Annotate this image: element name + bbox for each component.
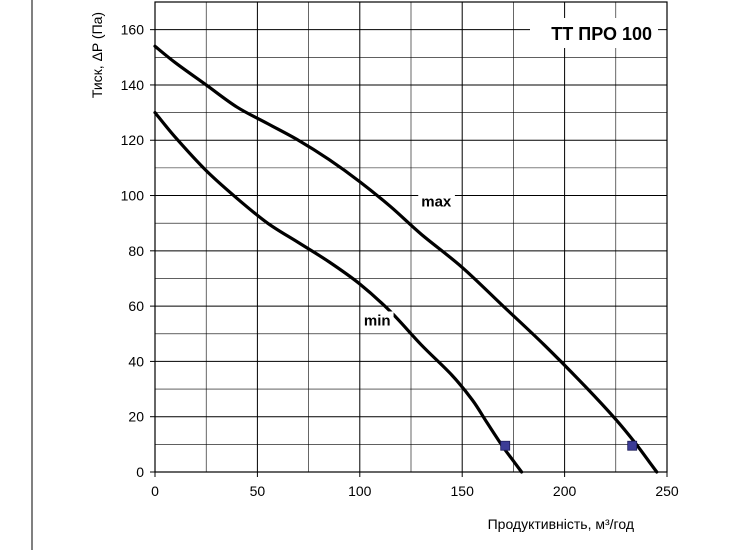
operating-points [500,440,638,451]
y-tick-label: 80 [128,243,144,259]
chart-title-backdrop [530,18,658,48]
curve-label-min: min [364,312,391,329]
y-axis-title: Тиск, ΔP (Па) [89,12,105,98]
y-tick-label: 140 [121,77,145,93]
curve-label-backdrop [360,311,394,331]
y-tick-label: 0 [136,464,144,480]
x-axis-ticks: 0 50 100 150 200 250 [151,472,679,499]
y-tick-label: 160 [121,22,145,38]
operating-point-marker-min [500,440,511,451]
curve-label-max: max [421,194,452,211]
x-tick-label: 150 [451,483,475,499]
y-tick-label: 40 [128,353,144,369]
operating-point-marker-max [627,440,638,451]
curve-label-backdrop [418,192,455,212]
plot-frame [154,1,668,473]
x-tick-label: 250 [655,483,679,499]
y-axis-ticks: 0 20 40 60 80 100 120 140 160 [121,22,155,480]
y-tick-label: 100 [121,188,145,204]
x-axis-title: Продуктивність, м³/год [488,516,634,532]
curve-min [153,110,524,474]
curves [153,44,659,474]
x-tick-label: 50 [250,483,266,499]
curve-max [153,44,659,474]
y-tick-label: 120 [121,132,145,148]
chart-title: ТТ ПРО 100 [551,24,652,44]
x-tick-label: 100 [348,483,372,499]
curve-labels: max min [360,192,455,331]
y-tick-label: 60 [128,298,144,314]
x-tick-label: 0 [151,483,159,499]
x-tick-label: 200 [553,483,577,499]
y-tick-label: 20 [128,409,144,425]
